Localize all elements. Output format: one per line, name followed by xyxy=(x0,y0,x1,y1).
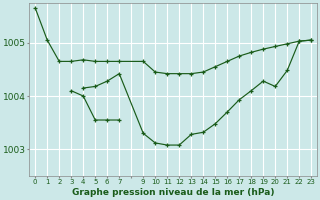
X-axis label: Graphe pression niveau de la mer (hPa): Graphe pression niveau de la mer (hPa) xyxy=(72,188,275,197)
